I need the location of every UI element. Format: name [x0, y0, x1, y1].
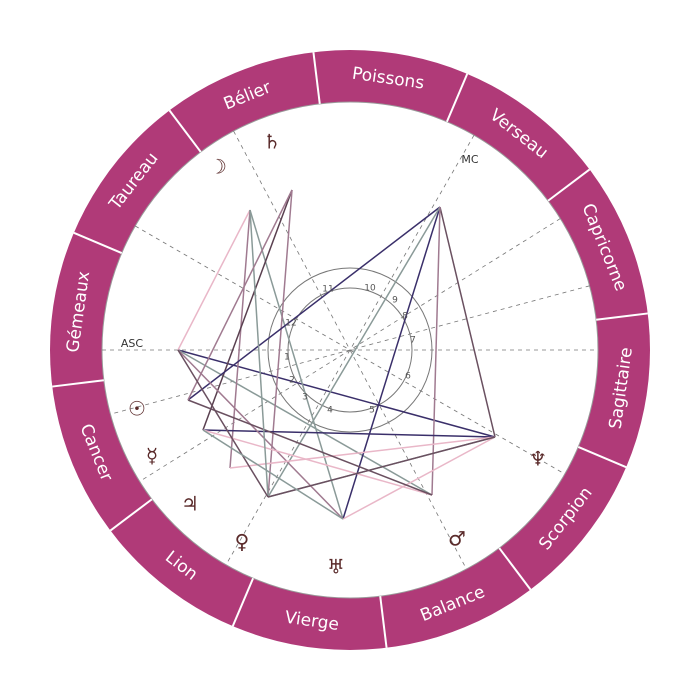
house-number: 11 — [322, 285, 333, 295]
planet-glyph: ☉ — [128, 397, 146, 421]
aspect-line — [229, 209, 251, 469]
sign-divider — [73, 231, 123, 255]
aspect-line — [249, 209, 269, 498]
aspect-line — [187, 206, 441, 401]
house-number: 10 — [364, 284, 376, 294]
house-number: 9 — [392, 296, 398, 306]
sign-divider — [577, 445, 627, 469]
sign-divider — [379, 596, 388, 648]
sign-divider — [109, 498, 153, 532]
sign-divider — [498, 547, 532, 591]
aspect-line — [177, 349, 433, 496]
aspect-line — [202, 429, 344, 520]
planet-glyph: ♀ — [235, 530, 250, 554]
planet-glyph: ☿ — [146, 444, 158, 468]
planet-glyph: ♅ — [327, 555, 345, 579]
house-ring-outer — [267, 267, 433, 433]
aspect-line — [202, 429, 433, 496]
aspect-line — [267, 436, 496, 498]
aspect-line — [177, 209, 251, 351]
mc-label: MC — [461, 153, 478, 166]
sign-divider — [52, 379, 104, 388]
house-ring-inner — [287, 287, 413, 413]
aspect-line — [342, 436, 496, 520]
aspect-line — [202, 429, 496, 438]
aspect-line — [187, 189, 293, 401]
sign-divider — [596, 312, 648, 321]
house-number: 5 — [369, 406, 375, 416]
aspect-line — [439, 206, 496, 438]
aspect-line — [177, 349, 269, 498]
house-number: 4 — [327, 406, 333, 416]
planet-glyph: ♃ — [181, 492, 199, 516]
aspect-line — [431, 206, 441, 496]
sign-divider — [168, 109, 202, 153]
aspect-line — [229, 436, 496, 469]
house-cusps — [102, 130, 598, 570]
aspect-line — [177, 349, 344, 520]
sign-divider — [231, 577, 255, 627]
planet-glyph: ☽ — [209, 155, 227, 179]
planet-glyph: ♂ — [448, 527, 466, 551]
aspect-line — [187, 399, 433, 496]
asc-label: ASC — [121, 337, 144, 350]
house-number: 8 — [402, 312, 408, 322]
house-number: 7 — [410, 336, 416, 346]
house-number: 3 — [302, 393, 308, 403]
house-number: 12 — [285, 319, 296, 329]
aspect-line — [177, 349, 496, 438]
sign-divider — [445, 73, 469, 123]
planet-glyph: ♄ — [263, 130, 281, 154]
house-number: 1 — [284, 353, 290, 363]
sign-divider — [547, 168, 591, 202]
cusp-line — [139, 218, 561, 482]
aspect-lines — [177, 189, 496, 520]
planet-glyph: ♆ — [529, 447, 547, 471]
aspect-line — [267, 206, 441, 498]
house-number: 6 — [405, 372, 411, 382]
cusp-line — [110, 285, 590, 415]
house-number: 2 — [289, 376, 295, 386]
sign-divider — [312, 52, 321, 104]
